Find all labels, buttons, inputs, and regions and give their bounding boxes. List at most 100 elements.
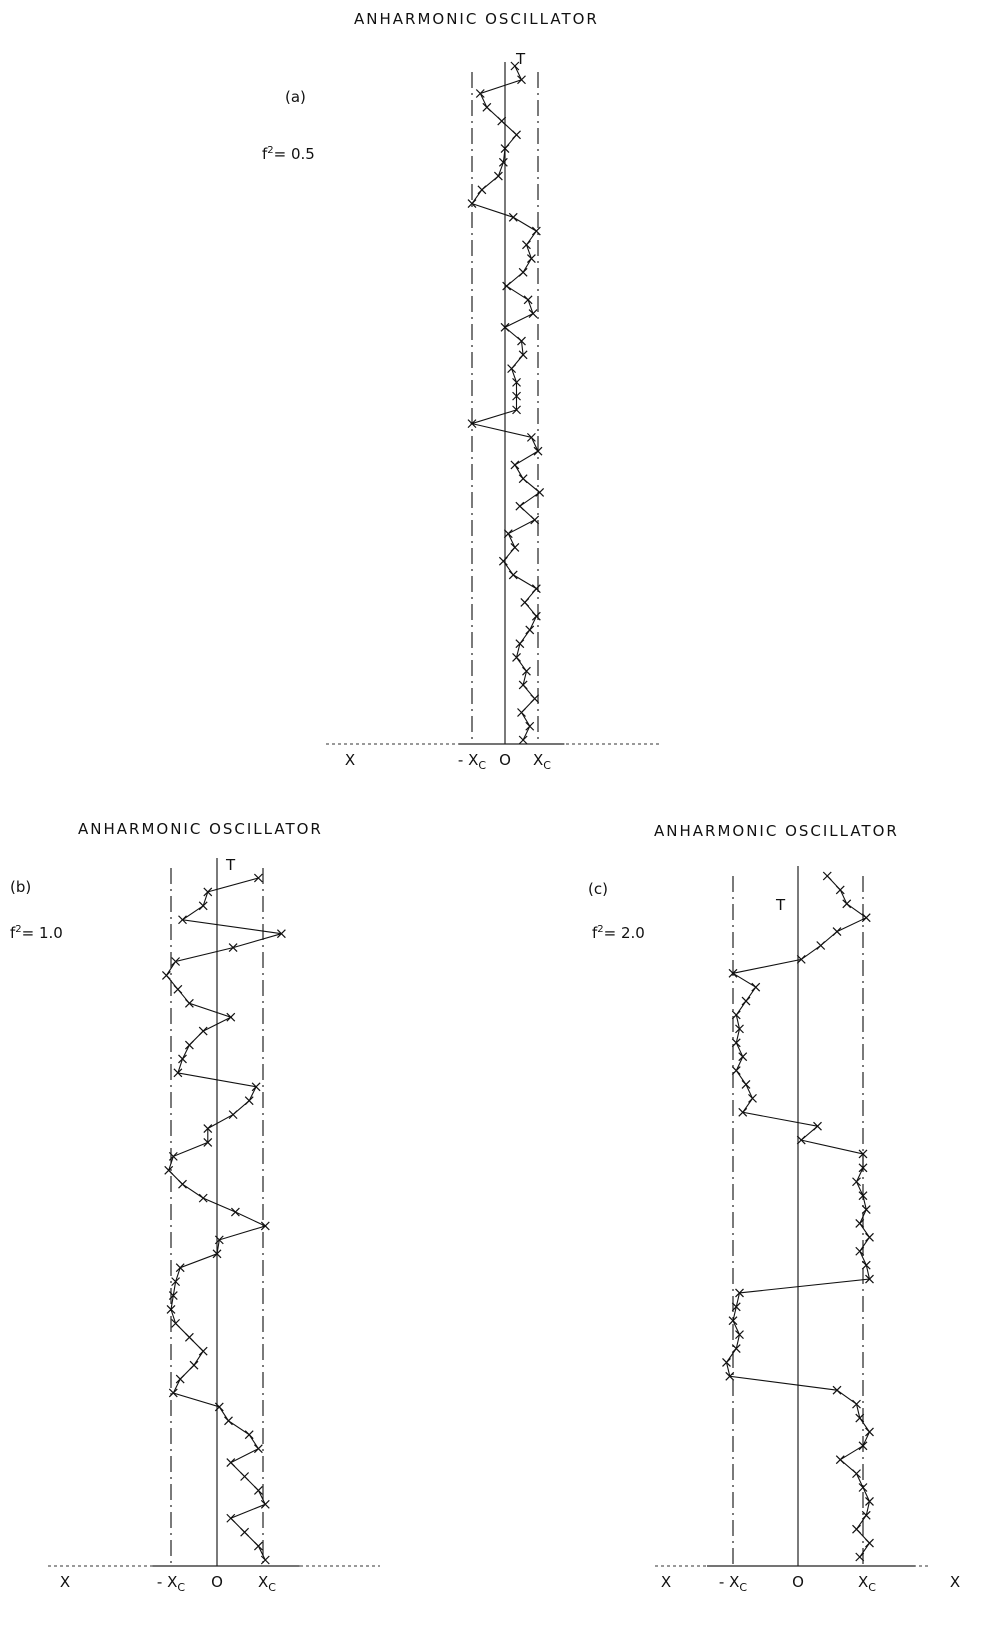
chart-a-point bbox=[526, 254, 536, 263]
chart-b-point bbox=[260, 1221, 270, 1231]
chart-c-point bbox=[735, 1330, 744, 1340]
chart-a-tick-zero: O bbox=[499, 751, 511, 769]
chart-b-point bbox=[178, 1179, 187, 1189]
chart-a-point bbox=[515, 639, 525, 649]
chart-a-point bbox=[530, 694, 540, 704]
chart-a-point bbox=[517, 75, 526, 85]
chart-b-panel-label: (b) bbox=[10, 878, 32, 896]
chart-a-point bbox=[508, 570, 518, 580]
chart-a-point bbox=[522, 240, 531, 250]
chart-a-point bbox=[531, 226, 541, 236]
chart-b-point bbox=[226, 1513, 236, 1523]
chart-b-point bbox=[224, 1416, 233, 1426]
chart-b-point bbox=[244, 1430, 254, 1440]
chart-a-tick-x-far: X bbox=[344, 751, 356, 769]
chart-b-point bbox=[168, 1291, 178, 1300]
chart-b-point bbox=[253, 1541, 263, 1551]
chart-c-tick-zero: O bbox=[792, 1573, 804, 1591]
chart-b-point bbox=[171, 1318, 181, 1328]
chart-c-point bbox=[731, 1010, 741, 1020]
chart-c-point bbox=[852, 1177, 861, 1187]
chart-a-point bbox=[518, 735, 528, 745]
chart-b-point bbox=[228, 943, 238, 953]
chart-a-point bbox=[500, 144, 510, 153]
chart-c-point bbox=[735, 1288, 744, 1298]
chart-b-point bbox=[164, 1165, 174, 1175]
chart-c-point bbox=[858, 1149, 868, 1159]
chart-a-point bbox=[467, 419, 477, 429]
chart-c-point bbox=[832, 927, 842, 937]
chart-c-point bbox=[865, 1538, 874, 1548]
chart-b-point bbox=[253, 873, 263, 883]
chart-a-point bbox=[523, 295, 533, 305]
chart-a-point bbox=[517, 708, 526, 717]
chart-a-point bbox=[498, 157, 508, 167]
chart-a-point bbox=[526, 432, 536, 442]
chart-c-point bbox=[796, 1135, 806, 1145]
chart-b-point bbox=[226, 1012, 236, 1022]
chart-c-point bbox=[842, 899, 852, 909]
chart-c-point bbox=[858, 1483, 868, 1492]
chart-b-point bbox=[178, 1054, 187, 1064]
chart-a-time-axis-label: T bbox=[516, 50, 526, 68]
chart-c-point bbox=[741, 996, 751, 1006]
chart-c-point bbox=[738, 1052, 748, 1062]
chart-a-point bbox=[535, 487, 545, 497]
chart-c-point bbox=[741, 1080, 751, 1089]
chart-c-point bbox=[855, 1219, 865, 1228]
chart-c-point bbox=[731, 1038, 741, 1048]
chart-a-panel-label: (a) bbox=[285, 88, 306, 106]
chart-a-point bbox=[533, 446, 543, 456]
chart-a-point bbox=[502, 281, 512, 291]
chart-a-tick-pos-xc: XC bbox=[533, 751, 551, 772]
chart-c-point bbox=[822, 871, 832, 881]
chart-c-point bbox=[855, 1413, 865, 1423]
chart-a-point bbox=[518, 267, 528, 277]
chart-a-point bbox=[520, 598, 530, 607]
chart-b-point bbox=[203, 1124, 213, 1133]
chart-b-point bbox=[166, 1305, 176, 1314]
chart-b-tick-pos-xc: XC bbox=[258, 1573, 276, 1594]
chart-c-plot bbox=[655, 866, 930, 1567]
chart-b-point bbox=[253, 1485, 263, 1495]
chart-a-point bbox=[522, 666, 531, 676]
chart-c-point bbox=[813, 1121, 822, 1131]
chart-a-point bbox=[518, 350, 528, 360]
chart-b-point bbox=[253, 1444, 263, 1454]
chart-a-point bbox=[512, 130, 521, 140]
chart-b-point bbox=[260, 1555, 270, 1565]
chart-c-point bbox=[738, 1107, 748, 1117]
chart-c-point bbox=[751, 982, 761, 992]
chart-b-parameter: f2= 1.0 bbox=[10, 924, 63, 942]
chart-a-point bbox=[500, 322, 510, 332]
chart-b-point bbox=[240, 1527, 250, 1537]
chart-b-point bbox=[189, 1360, 199, 1370]
chart-b-point bbox=[184, 1332, 194, 1342]
chart-c-point bbox=[865, 1496, 874, 1506]
chart-c-point bbox=[796, 954, 806, 964]
chart-b-point bbox=[161, 971, 171, 980]
chart-a-point bbox=[517, 336, 526, 346]
chart-b-point bbox=[171, 1277, 181, 1287]
chart-a-point bbox=[512, 377, 521, 387]
chart-c-point bbox=[832, 1385, 842, 1395]
chart-b-point bbox=[184, 998, 194, 1008]
chart-c-point bbox=[855, 1246, 865, 1256]
chart-b-point bbox=[203, 887, 213, 897]
chart-c-tick-pos-xc: XC bbox=[858, 1573, 876, 1594]
chart-b-tick-neg-xc: - XC bbox=[156, 1573, 186, 1594]
chart-b-point bbox=[226, 1458, 236, 1467]
chart-a-point bbox=[475, 89, 485, 98]
chart-c-point bbox=[816, 941, 826, 950]
chart-b-point bbox=[184, 1040, 194, 1050]
chart-b-point bbox=[198, 901, 208, 911]
chart-a-point bbox=[507, 364, 517, 374]
chart-a-point bbox=[512, 653, 521, 662]
chart-c-point bbox=[748, 1093, 757, 1103]
chart-b-point bbox=[276, 929, 286, 939]
chart-b-point bbox=[203, 1138, 213, 1147]
chart-c-point bbox=[865, 1427, 874, 1437]
chart-b-point bbox=[198, 1026, 208, 1036]
chart-c-point bbox=[858, 1191, 868, 1201]
chart-c-tick-x-far: X bbox=[660, 1573, 672, 1591]
